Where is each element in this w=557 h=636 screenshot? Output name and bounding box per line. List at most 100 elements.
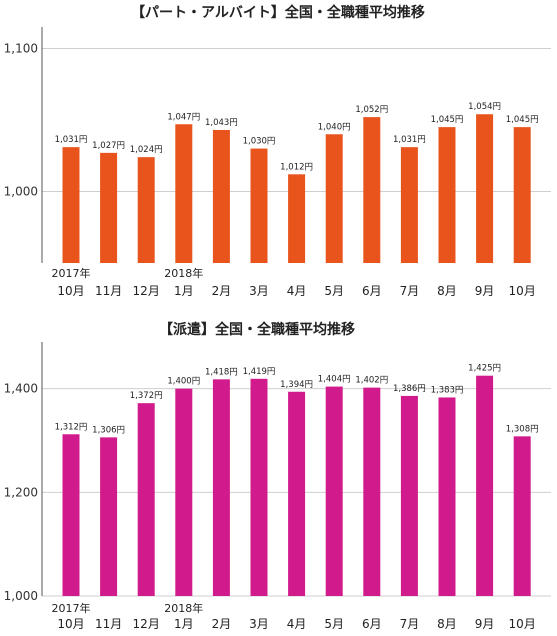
- x-tick-label: 2月: [212, 617, 232, 631]
- data-label: 1,383円: [431, 385, 464, 395]
- data-label: 1,047円: [167, 112, 200, 122]
- data-label: 1,054円: [468, 102, 501, 112]
- x-tick-label: 10月: [509, 617, 536, 631]
- bar: [400, 147, 418, 263]
- bar: [400, 395, 418, 596]
- data-labels: 1,312円 1,306円 1,372円 1,400円 1,418円 1,419円 1,39…: [55, 364, 539, 436]
- bar: [288, 174, 306, 263]
- bar: [438, 127, 456, 263]
- data-label: 1,027円: [92, 141, 125, 151]
- x-tick-label: 10月: [57, 617, 84, 631]
- data-label: 1,024円: [130, 145, 163, 155]
- x-tick-label: 12月: [133, 617, 160, 631]
- year-label: 2017年: [52, 601, 91, 615]
- y-tick-label: 1,000: [4, 589, 38, 603]
- data-label: 1,419円: [243, 367, 276, 377]
- x-tick-label: 9月: [475, 284, 495, 298]
- x-tick-label: 11月: [95, 284, 122, 298]
- bar: [288, 391, 306, 596]
- data-label: 1,043円: [205, 118, 238, 128]
- bars: [62, 375, 531, 596]
- data-label: 1,425円: [468, 364, 501, 374]
- x-tick-label: 7月: [400, 284, 420, 298]
- y-axis-ticks: 1,000 1,100: [4, 41, 38, 198]
- y-tick-label: 1,200: [4, 485, 38, 499]
- x-tick-label: 3月: [249, 617, 269, 631]
- bar: [100, 437, 118, 596]
- x-tick-label: 4月: [287, 284, 307, 298]
- x-tick-label: 5月: [324, 617, 344, 631]
- data-label: 1,031円: [393, 135, 426, 145]
- data-label: 1,394円: [280, 380, 313, 390]
- bar: [325, 386, 343, 596]
- data-labels: 1,031円 1,027円 1,024円 1,047円 1,043円 1,030円 1,01…: [55, 102, 539, 172]
- data-label: 1,402円: [355, 376, 388, 386]
- bar: [476, 114, 494, 264]
- bar: [137, 403, 155, 596]
- data-label: 1,040円: [318, 122, 351, 132]
- data-label: 1,052円: [355, 105, 388, 115]
- x-tick-label: 1月: [174, 617, 194, 631]
- x-tick-label: 6月: [362, 617, 382, 631]
- bar: [62, 147, 80, 263]
- data-label: 1,031円: [55, 135, 88, 145]
- x-tick-label: 7月: [400, 617, 420, 631]
- data-label: 1,372円: [130, 391, 163, 401]
- x-tick-label: 1月: [174, 284, 194, 298]
- bars: [62, 114, 531, 264]
- x-tick-label: 3月: [249, 284, 269, 298]
- data-label: 1,400円: [167, 377, 200, 387]
- y-tick-label: 1,400: [4, 382, 38, 396]
- bar: [363, 387, 381, 596]
- x-tick-label: 8月: [437, 284, 457, 298]
- y-tick-label: 1,100: [4, 41, 38, 55]
- bar: [250, 378, 268, 596]
- data-label: 1,312円: [55, 422, 88, 432]
- x-tick-label: 6月: [362, 284, 382, 298]
- x-tick-label: 5月: [324, 284, 344, 298]
- x-tick-label: 11月: [95, 617, 122, 631]
- year-label: 2018年: [164, 601, 203, 615]
- data-label: 1,386円: [393, 384, 426, 394]
- data-label: 1,418円: [205, 367, 238, 377]
- year-label: 2017年: [52, 266, 91, 280]
- bar: [212, 379, 230, 596]
- x-tick-label: 4月: [287, 617, 307, 631]
- data-label: 1,306円: [92, 425, 125, 435]
- data-label: 1,012円: [280, 162, 313, 172]
- bar: [513, 436, 531, 596]
- chart-title: 【パート・アルバイト】全国・全職種平均推移: [131, 4, 425, 21]
- bar: [438, 397, 456, 596]
- x-tick-label: 10月: [57, 284, 84, 298]
- x-axis-labels: 10月 11月 12月 1月 2月 3月 4月 5月 6月 7月 8月 9月 10月 2017年 2018年: [52, 266, 536, 298]
- data-label: 1,308円: [506, 424, 539, 434]
- bar: [137, 157, 155, 263]
- bar: [476, 375, 494, 596]
- x-axis-labels: 10月 11月 12月 1月 2月 3月 4月 5月 6月 7月 8月 9月 10月 2017年 2018年: [52, 601, 536, 631]
- x-tick-label: 8月: [437, 617, 457, 631]
- x-tick-label: 9月: [475, 617, 495, 631]
- chart-title: 【派遣】全国・全職種平均推移: [159, 321, 355, 338]
- y-axis-ticks: 1,000 1,200 1,400: [4, 382, 38, 603]
- bar: [100, 152, 118, 263]
- year-label: 2018年: [164, 266, 203, 280]
- y-tick-label: 1,000: [4, 184, 38, 198]
- data-label: 1,030円: [243, 137, 276, 147]
- data-label: 1,045円: [431, 115, 464, 125]
- data-label: 1,404円: [318, 375, 351, 385]
- x-tick-label: 12月: [133, 284, 160, 298]
- data-label: 1,045円: [506, 115, 539, 125]
- x-tick-label: 10月: [509, 284, 536, 298]
- bar: [363, 117, 381, 263]
- bar: [175, 124, 193, 263]
- bar: [62, 434, 80, 596]
- bar: [250, 148, 268, 263]
- bar: [513, 127, 531, 263]
- bar: [325, 134, 343, 263]
- bar: [175, 388, 193, 596]
- x-tick-label: 2月: [212, 284, 232, 298]
- bar: [212, 129, 230, 263]
